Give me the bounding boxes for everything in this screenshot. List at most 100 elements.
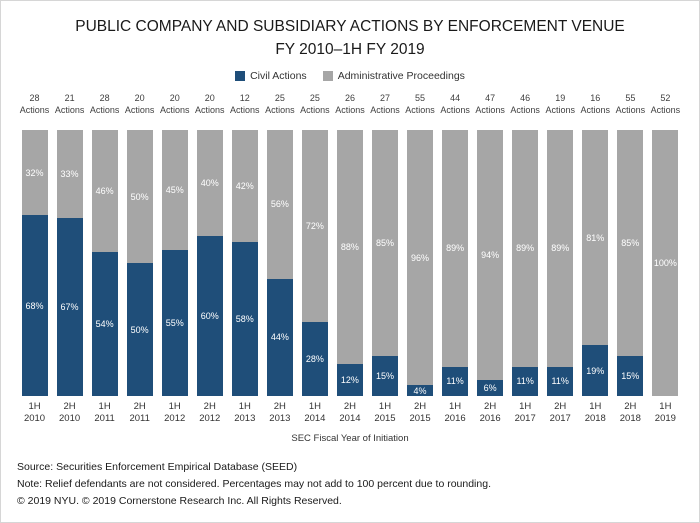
admin-proceedings-segment: 50% — [126, 130, 153, 263]
stacked-bar: 88% 12% — [336, 130, 363, 396]
bar-count-label: 55 Actions — [405, 92, 435, 130]
x-tick-half: 1H — [589, 401, 602, 412]
admin-proceedings-segment: 89% — [512, 130, 539, 367]
x-tick-label: 2H 2017 — [550, 401, 571, 425]
bar-count-suffix: Actions — [159, 105, 190, 115]
x-tick-year: 2015 — [409, 413, 431, 424]
x-tick-year: 2019 — [654, 413, 676, 424]
percent-label: 56% — [270, 199, 289, 210]
civil-actions-segment: 28% — [301, 321, 328, 396]
x-tick-label: 1H 2017 — [515, 401, 536, 425]
percent-label: 96% — [411, 252, 430, 263]
percent-label: 40% — [200, 178, 219, 189]
percent-label: 85% — [621, 238, 640, 249]
bar-count-label: 21 Actions — [55, 92, 85, 130]
bar-count-value: 21 — [64, 93, 75, 103]
civil-actions-segment: 44% — [266, 278, 293, 396]
percent-label: 89% — [446, 243, 465, 254]
chart-title: PUBLIC COMPANY AND SUBSIDIARY ACTIONS BY… — [1, 15, 699, 61]
bar-count-label: 47 Actions — [475, 92, 505, 130]
x-tick-year: 2016 — [479, 413, 501, 424]
x-tick-half: 2H — [63, 401, 76, 412]
admin-proceedings-segment: 88% — [336, 130, 363, 365]
civil-actions-segment: 11% — [442, 366, 469, 396]
bar-count-label: 28 Actions — [90, 92, 120, 130]
civil-actions-segment: 15% — [617, 356, 644, 396]
bar-count-suffix: Actions — [230, 105, 260, 115]
bar-count-label: 19 Actions — [545, 92, 575, 130]
bar-count-label: 16 Actions — [581, 92, 611, 130]
bar-count-suffix: Actions — [54, 105, 85, 115]
x-tick-half: 1H — [308, 401, 321, 412]
admin-proceedings-segment: 89% — [547, 130, 574, 367]
legend-swatch — [322, 71, 333, 81]
admin-proceedings-segment: 40% — [196, 130, 223, 237]
bar-count-value: 25 — [309, 93, 320, 103]
bar-count-value: 55 — [415, 93, 426, 103]
percent-label: 85% — [375, 238, 394, 249]
x-tick-half: 2H — [133, 401, 146, 412]
legend-item: Administrative Proceedings — [322, 70, 465, 82]
bar-count-suffix: Actions — [335, 105, 365, 115]
bar-column: 12 Actions 42% 58% 1H 2013 — [227, 92, 262, 425]
bar-count-label: 26 Actions — [335, 92, 365, 130]
stacked-bar: 45% 55% — [161, 130, 188, 396]
legend-item: Civil Actions — [235, 70, 307, 82]
x-tick-half: 1H — [168, 401, 181, 412]
stacked-bar: 89% 11% — [512, 130, 539, 396]
bar-column: 25 Actions 72% 28% 1H 2014 — [297, 92, 332, 425]
civil-actions-segment: 4% — [407, 385, 434, 396]
admin-proceedings-segment: 72% — [301, 130, 328, 322]
stacked-bar: 32% 68% — [21, 130, 48, 396]
x-axis-title: SEC Fiscal Year of Initiation — [291, 433, 409, 444]
percent-label: 19% — [586, 365, 605, 376]
x-tick-year: 2018 — [584, 413, 606, 424]
x-tick-label: 1H 2019 — [655, 401, 676, 425]
bar-columns: 28 Actions 32% 68% 1H 2010 21 Actions 33% 67% 2H 20… — [17, 92, 683, 425]
bar-column: 20 Actions 50% 50% 2H 2011 — [122, 92, 157, 425]
admin-proceedings-segment: 42% — [231, 130, 258, 242]
bar-column: 25 Actions 56% 44% 2H 2013 — [262, 92, 297, 425]
x-tick-label: 1H 2013 — [234, 401, 255, 425]
stacked-bar: 50% 50% — [126, 130, 153, 396]
bar-count-label: 55 Actions — [616, 92, 646, 130]
bar-count-value: 47 — [485, 93, 496, 103]
bar-count-value: 27 — [379, 93, 390, 103]
civil-actions-segment: 54% — [91, 252, 118, 396]
bar-column: 26 Actions 88% 12% 2H 2014 — [332, 92, 367, 425]
percent-label: 72% — [305, 220, 324, 231]
x-tick-half: 2H — [554, 401, 567, 412]
x-tick-year: 2017 — [514, 413, 536, 424]
bar-count-label: 20 Actions — [125, 92, 155, 130]
stacked-bar: 85% 15% — [617, 130, 644, 396]
bar-column: 52 Actions 100% 1H 2019 — [648, 92, 683, 425]
x-tick-label: 1H 2011 — [94, 401, 114, 425]
admin-proceedings-segment: 85% — [371, 130, 398, 357]
admin-proceedings-segment: 46% — [91, 130, 118, 253]
x-tick-year: 2011 — [94, 413, 115, 424]
percent-label: 32% — [25, 167, 44, 178]
legend-label: Civil Actions — [250, 70, 307, 82]
stacked-bar: 96% 4% — [407, 130, 434, 396]
x-tick-half: 1H — [449, 401, 462, 412]
x-tick-half: 1H — [28, 401, 41, 412]
bar-count-value: 28 — [29, 93, 40, 103]
bar-count-label: 52 Actions — [651, 92, 681, 130]
x-tick-half: 1H — [378, 401, 392, 412]
admin-proceedings-segment: 32% — [21, 130, 48, 216]
civil-actions-segment: 68% — [21, 215, 48, 396]
x-tick-half: 1H — [519, 401, 532, 412]
percent-label: 15% — [375, 371, 394, 382]
civil-actions-segment: 55% — [161, 249, 188, 396]
civil-actions-segment: 50% — [126, 263, 153, 396]
percent-label: 55% — [165, 317, 184, 328]
bar-count-value: 26 — [344, 93, 355, 103]
bar-count-value: 20 — [134, 93, 145, 103]
x-tick-label: 1H 2018 — [585, 401, 606, 425]
admin-proceedings-segment: 81% — [582, 130, 609, 346]
bar-count-suffix: Actions — [19, 105, 50, 115]
percent-label: 89% — [551, 243, 570, 254]
percent-label: 100% — [653, 258, 677, 268]
x-tick-year: 2012 — [199, 413, 221, 424]
bar-column: 46 Actions 89% 11% 1H 2017 — [508, 92, 543, 425]
